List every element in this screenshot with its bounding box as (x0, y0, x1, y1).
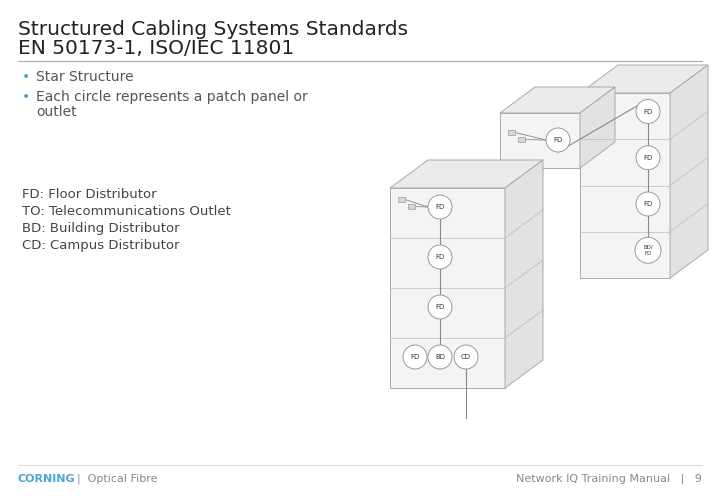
Text: Structured Cabling Systems Standards: Structured Cabling Systems Standards (18, 20, 408, 39)
Text: FD: FD (410, 354, 420, 360)
Text: CD: Campus Distributor: CD: Campus Distributor (22, 239, 179, 252)
Text: CD: CD (461, 354, 471, 360)
Text: FD: FD (436, 254, 445, 260)
Text: BD/
FD: BD/ FD (643, 245, 653, 255)
Text: •: • (22, 70, 30, 84)
Circle shape (403, 345, 427, 369)
Text: FD: Floor Distributor: FD: Floor Distributor (22, 188, 157, 201)
Text: Star Structure: Star Structure (36, 70, 134, 84)
Polygon shape (670, 65, 708, 278)
Polygon shape (500, 87, 615, 113)
Circle shape (636, 192, 660, 216)
Circle shape (546, 128, 570, 152)
Polygon shape (580, 93, 670, 278)
Text: •: • (22, 90, 30, 104)
Polygon shape (518, 137, 525, 142)
Text: FD: FD (644, 155, 652, 161)
Text: EN 50173-1, ISO/IEC 11801: EN 50173-1, ISO/IEC 11801 (18, 39, 294, 58)
Circle shape (636, 100, 660, 124)
Text: CORNING: CORNING (18, 474, 76, 484)
Text: FD: FD (644, 109, 652, 115)
Text: Each circle represents a patch panel or: Each circle represents a patch panel or (36, 90, 307, 104)
Text: FD: FD (436, 204, 445, 210)
Polygon shape (500, 113, 580, 168)
Text: BD: Building Distributor: BD: Building Distributor (22, 222, 179, 235)
Text: |  Optical Fibre: | Optical Fibre (70, 474, 158, 484)
Polygon shape (580, 87, 615, 168)
Circle shape (428, 195, 452, 219)
Polygon shape (398, 197, 405, 202)
Text: outlet: outlet (36, 105, 76, 119)
Polygon shape (580, 65, 708, 93)
Circle shape (635, 237, 661, 263)
Circle shape (454, 345, 478, 369)
Circle shape (636, 146, 660, 170)
Text: FD: FD (436, 304, 445, 310)
Polygon shape (390, 160, 543, 188)
Polygon shape (505, 160, 543, 388)
Circle shape (428, 345, 452, 369)
Polygon shape (508, 130, 515, 135)
Text: Network IQ Training Manual   |   9: Network IQ Training Manual | 9 (516, 474, 702, 484)
Circle shape (428, 295, 452, 319)
Polygon shape (390, 188, 505, 388)
Text: BD: BD (435, 354, 445, 360)
Text: FD: FD (644, 201, 652, 207)
Circle shape (428, 245, 452, 269)
Text: FD: FD (554, 137, 562, 143)
Polygon shape (408, 204, 415, 209)
Text: TO: Telecommunications Outlet: TO: Telecommunications Outlet (22, 205, 231, 218)
